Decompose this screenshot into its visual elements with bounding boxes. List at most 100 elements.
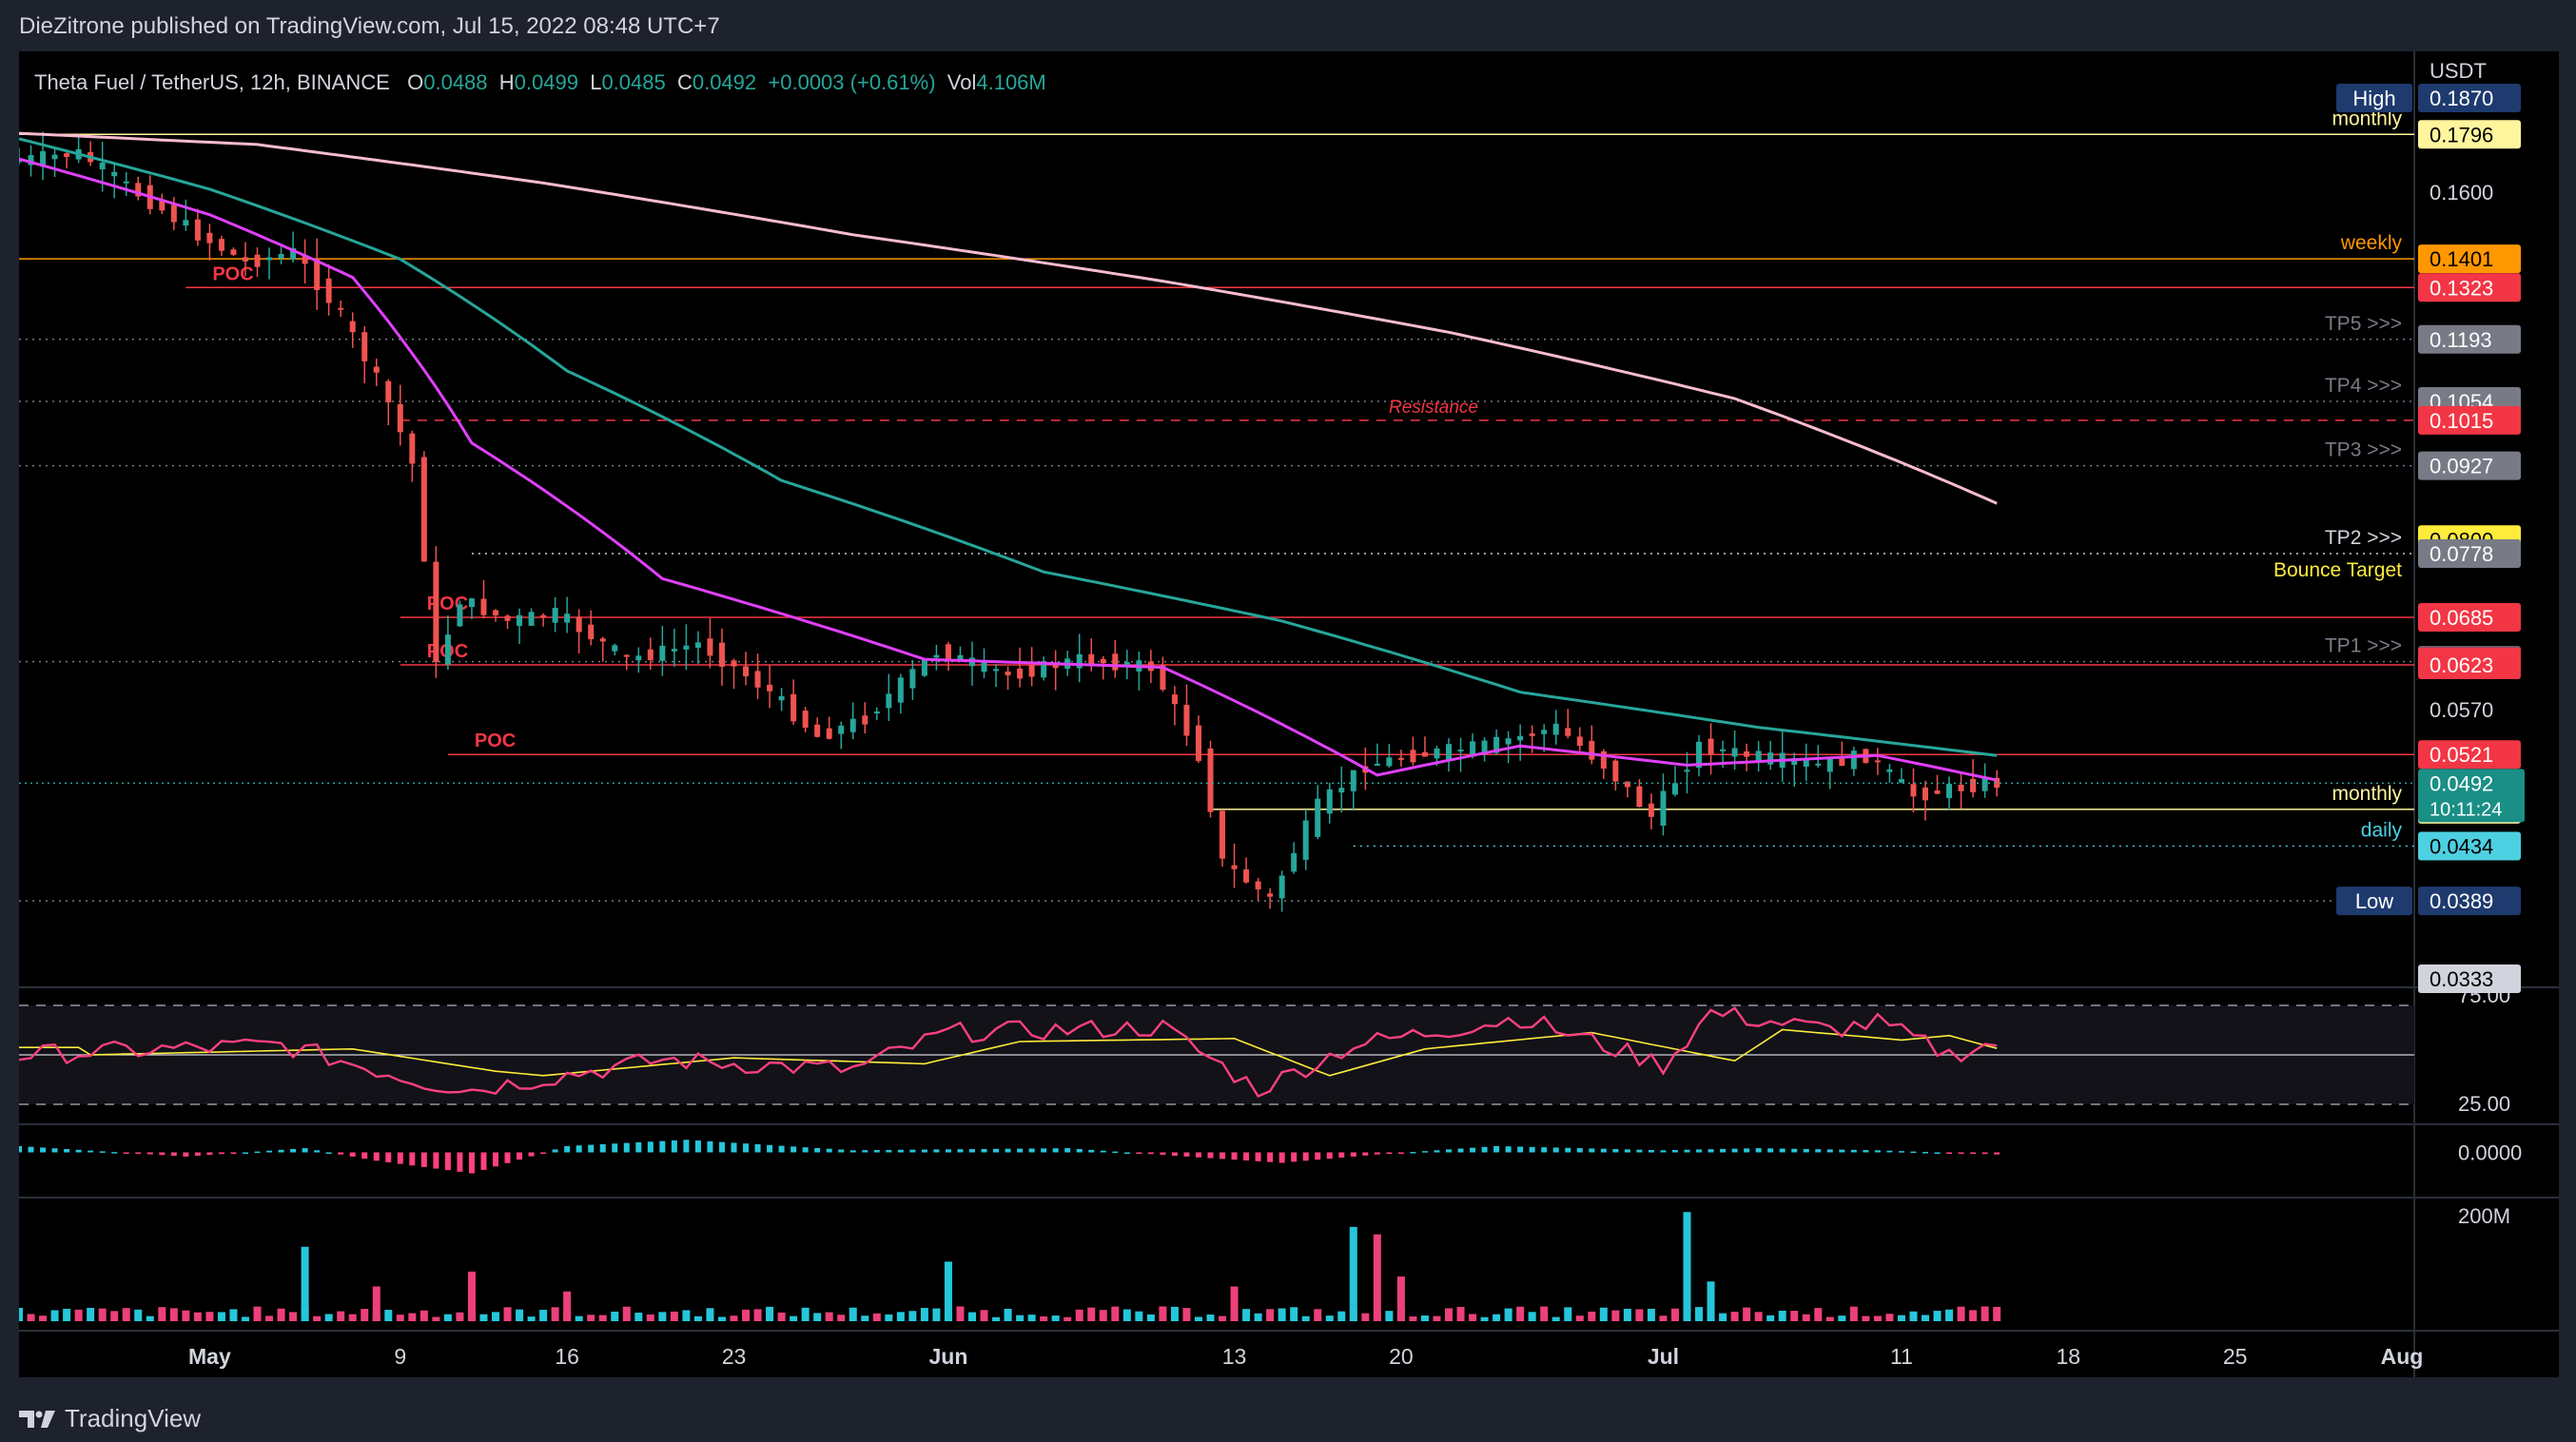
macd-bar [325,1152,332,1154]
price-label: 0.0778 [2418,538,2521,568]
volume-bar [825,1312,833,1321]
volume-bar [1469,1314,1477,1321]
volume-bar [1493,1314,1501,1321]
volume-bar [324,1314,333,1321]
candle-body [1529,733,1535,736]
candle-body [1589,740,1595,760]
close-label: C [676,70,693,94]
candle-body [1684,770,1690,772]
candle-body [242,257,248,262]
volume-tick-label: 200M [2458,1204,2510,1228]
macd-bar [1255,1152,1261,1161]
macd-bar [1648,1149,1654,1153]
candle-body [1267,893,1274,897]
macd-bar [409,1152,416,1166]
volume-bar [1099,1310,1107,1321]
candle-body [373,366,380,373]
axis-tag-text: High [2352,87,2395,110]
candle-body [1434,748,1440,759]
candle-body [683,645,690,650]
candle-body [659,645,666,661]
candle-body [1052,663,1059,669]
volume-bar [1814,1308,1823,1321]
axis-tag-text: Low [2355,889,2393,913]
candle-body [743,666,750,676]
x-tick-label: 16 [555,1344,579,1369]
volume-bar [516,1309,524,1321]
volume-bar [1004,1308,1012,1321]
candle-body [1696,741,1703,769]
price-label-bg [2418,405,2521,435]
macd-bar [1386,1152,1393,1154]
macd-bar [754,1144,761,1153]
macd-bar [694,1140,701,1153]
volume-bar [1064,1316,1072,1321]
volume-bar [587,1315,595,1321]
macd-bar [1231,1152,1238,1160]
x-tick-label: 9 [394,1344,406,1369]
candle-body [754,671,761,688]
macd-bar [1958,1152,1964,1154]
volume-spike-bar [1396,1276,1405,1321]
candle-body [945,644,951,662]
candle-body [1946,784,1953,799]
volume-bar [1778,1310,1786,1321]
volume-bar [1743,1307,1751,1321]
x-tick-label: Aug [2381,1344,2424,1369]
volume-bar [265,1315,274,1321]
volume-bar [693,1315,702,1321]
volume-bar [1575,1315,1584,1321]
candle-body [194,219,201,241]
price-label-bg [2418,120,2521,149]
volume-spike-bar [563,1291,572,1321]
volume-bar [182,1310,190,1321]
candle-body [1028,664,1035,677]
candle-body [1278,875,1285,899]
chart-area[interactable]: monthly weekly POC TP5 >>> TP4 >>> Resistance… [19,51,2559,1377]
volume-bar [229,1309,238,1321]
volume-bar [479,1314,488,1321]
x-tick-label: 20 [1389,1344,1414,1369]
macd-bar [1076,1148,1083,1153]
macd-bar [1576,1148,1583,1153]
candle-body [1815,763,1822,766]
macd-bar [1660,1150,1667,1153]
price-chart[interactable]: monthly weekly POC TP5 >>> TP4 >>> Resistance… [19,51,2559,1377]
candle-body [1493,736,1500,753]
candle-body [1934,790,1941,794]
volume-bar [1504,1308,1512,1321]
volume-bar [1290,1307,1298,1321]
macd-bar [1147,1152,1154,1155]
tradingview-brand[interactable]: TradingView [19,1404,201,1433]
volume-bar [813,1313,822,1321]
macd-bar [123,1152,129,1154]
candle-body [1386,757,1393,767]
volume-bar [932,1308,941,1321]
candle-body [1958,784,1964,791]
volume-bar [1802,1314,1810,1321]
macd-bar [802,1147,809,1153]
volume-bar [1337,1311,1346,1321]
price-label-text: 0.0778 [2430,542,2493,566]
candle-body [1505,738,1512,745]
candle-body [1826,757,1833,772]
macd-bar [40,1147,47,1153]
poc-label: POC [475,731,516,751]
price-label: 0.1401 [2418,244,2521,274]
volume-bar [1599,1307,1608,1321]
macd-bar [873,1150,880,1153]
macd-bar [1505,1146,1512,1153]
macd-bar [51,1148,58,1153]
macd-bar [1183,1152,1190,1157]
volume-bar [1314,1309,1322,1321]
macd-bar [1803,1148,1809,1153]
volume-bar [1278,1308,1286,1321]
volume-bar [1135,1311,1143,1321]
volume-bar [527,1316,536,1321]
volume-bar [1111,1306,1120,1321]
macd-bar [588,1144,595,1153]
volume-bar [706,1308,714,1321]
level-label: TP3 >>> [2325,439,2402,461]
volume-bar [1695,1307,1704,1321]
volume-bar [539,1310,548,1321]
